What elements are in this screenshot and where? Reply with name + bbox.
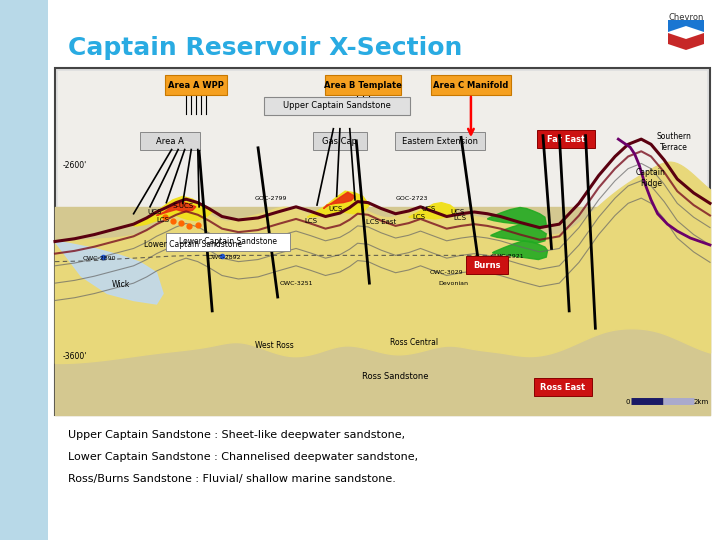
Text: OWC-2890: OWC-2890	[83, 255, 117, 261]
Text: Captain Reservoir X-Section: Captain Reservoir X-Section	[68, 36, 462, 60]
FancyBboxPatch shape	[325, 75, 401, 95]
Polygon shape	[409, 202, 456, 219]
Text: UCS: UCS	[148, 209, 162, 215]
Text: Upper Captain Sandstone : Sheet-like deepwater sandstone,: Upper Captain Sandstone : Sheet-like dee…	[68, 430, 405, 440]
Text: Lower Captain Sandstone: Lower Captain Sandstone	[179, 237, 276, 246]
Text: Upper Captain Sandstone: Upper Captain Sandstone	[283, 102, 390, 111]
FancyBboxPatch shape	[534, 378, 592, 396]
FancyBboxPatch shape	[431, 75, 511, 95]
Text: LCS: LCS	[156, 217, 170, 223]
Text: OWC-3029: OWC-3029	[430, 270, 464, 275]
Bar	[0, 0, 48, 540]
Text: UCS: UCS	[451, 209, 465, 215]
Text: Ross Central: Ross Central	[390, 338, 438, 347]
Text: -3600': -3600'	[63, 352, 87, 361]
FancyBboxPatch shape	[313, 132, 367, 150]
Polygon shape	[490, 224, 546, 243]
FancyBboxPatch shape	[165, 75, 227, 95]
Text: -2600': -2600'	[63, 161, 87, 170]
FancyBboxPatch shape	[537, 130, 595, 148]
Text: LCS: LCS	[304, 218, 317, 224]
Text: GOC-2723: GOC-2723	[396, 195, 428, 201]
Text: West Ross: West Ross	[255, 341, 294, 350]
Text: GOC-2799: GOC-2799	[255, 195, 287, 201]
Text: Lower Captain Sandstone: Lower Captain Sandstone	[143, 240, 241, 249]
Text: Area A WPP: Area A WPP	[168, 80, 224, 90]
Polygon shape	[487, 207, 546, 228]
Text: S-UCS: S-UCS	[172, 203, 193, 209]
Text: LCS East: LCS East	[366, 219, 396, 225]
Text: Lower Captain Sandstone : Channelised deepwater sandstone,: Lower Captain Sandstone : Channelised de…	[68, 452, 418, 462]
Text: Ross Sandstone: Ross Sandstone	[362, 373, 429, 381]
FancyBboxPatch shape	[467, 256, 508, 274]
Polygon shape	[668, 20, 704, 32]
Text: Area B Template: Area B Template	[324, 80, 402, 90]
Polygon shape	[492, 241, 547, 260]
Text: Far East: Far East	[546, 134, 585, 144]
Text: LCS: LCS	[412, 213, 425, 220]
Polygon shape	[134, 197, 212, 226]
Text: LCS: LCS	[454, 215, 467, 221]
FancyBboxPatch shape	[264, 97, 410, 115]
Text: Devonian: Devonian	[438, 281, 468, 286]
Text: UCS: UCS	[328, 206, 343, 212]
Text: Area C Manifold: Area C Manifold	[433, 80, 508, 90]
Text: 2km: 2km	[694, 399, 709, 405]
Text: Ross/Burns Sandstone : Fluvial/ shallow marine sandstone.: Ross/Burns Sandstone : Fluvial/ shallow …	[68, 474, 396, 484]
Text: Eastern Extension: Eastern Extension	[402, 137, 478, 145]
Text: Chevron: Chevron	[668, 12, 703, 22]
Bar	[55, 68, 710, 415]
Polygon shape	[307, 191, 369, 217]
Text: OWC-2892: OWC-2892	[207, 255, 240, 260]
Text: Ross East: Ross East	[540, 383, 585, 391]
Text: Area A: Area A	[156, 137, 184, 145]
Polygon shape	[323, 192, 355, 208]
Text: Wick: Wick	[112, 280, 130, 289]
Text: Gas Cap: Gas Cap	[323, 137, 357, 145]
Text: Burns: Burns	[474, 261, 501, 269]
Polygon shape	[55, 241, 163, 304]
Text: 0: 0	[625, 399, 630, 405]
Bar	[58, 71, 707, 412]
Text: UCS: UCS	[421, 206, 436, 212]
FancyBboxPatch shape	[395, 132, 485, 150]
Text: OWC-2921: OWC-2921	[490, 254, 523, 259]
FancyBboxPatch shape	[166, 233, 289, 251]
Text: Captain
Ridge: Captain Ridge	[636, 168, 666, 188]
Text: Southern
Terrace: Southern Terrace	[657, 132, 691, 152]
Text: OWC-3251: OWC-3251	[279, 281, 312, 286]
Polygon shape	[668, 33, 704, 50]
FancyBboxPatch shape	[140, 132, 199, 150]
Polygon shape	[156, 201, 196, 215]
